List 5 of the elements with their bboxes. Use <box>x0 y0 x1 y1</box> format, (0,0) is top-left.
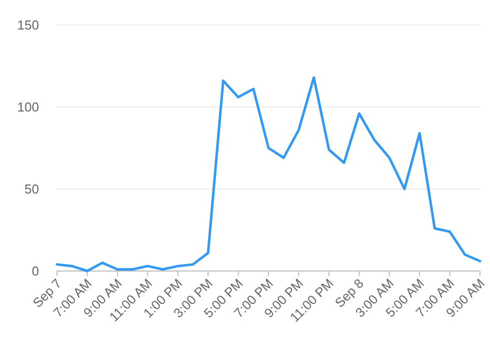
line-series <box>56 76 482 272</box>
y-tick-label: 50 <box>24 182 39 197</box>
y-tick-label: 0 <box>32 264 39 279</box>
y-tick-label: 100 <box>17 100 39 115</box>
y-tick-label: 150 <box>17 18 39 33</box>
